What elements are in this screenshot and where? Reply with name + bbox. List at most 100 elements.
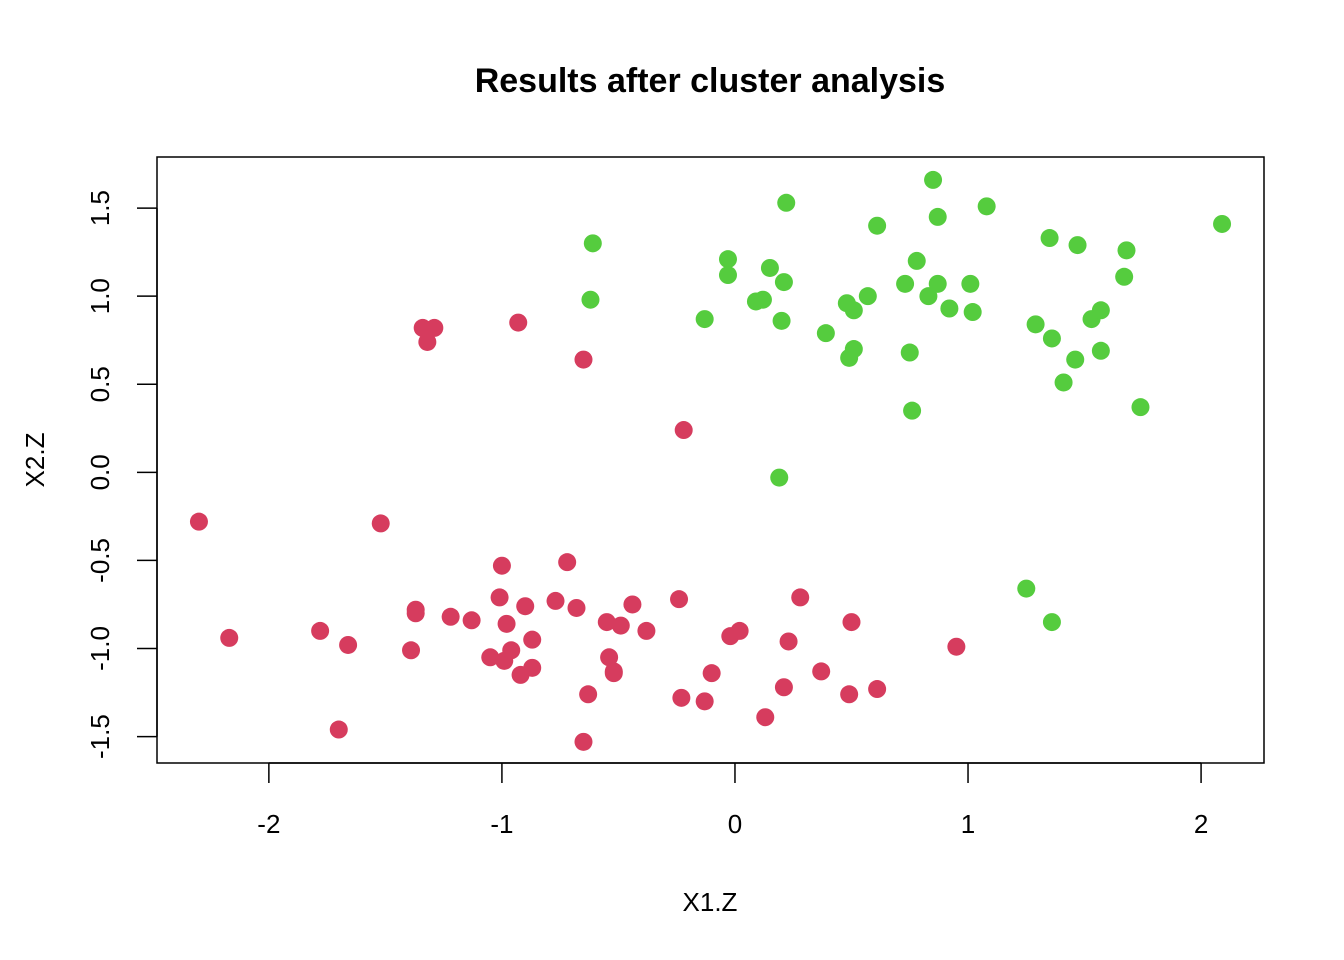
data-point-cluster-1 bbox=[611, 616, 630, 635]
data-point-cluster-1 bbox=[490, 588, 509, 607]
data-point-cluster-1 bbox=[546, 591, 565, 610]
data-point-cluster-1 bbox=[425, 318, 444, 337]
data-point-cluster-1 bbox=[868, 680, 887, 699]
data-point-cluster-2 bbox=[770, 468, 789, 487]
data-point-cluster-1 bbox=[402, 641, 421, 660]
data-point-cluster-1 bbox=[481, 648, 500, 667]
y-tick-label: 1.0 bbox=[85, 278, 115, 314]
data-point-cluster-1 bbox=[672, 688, 691, 707]
y-axis: -1.5 -1.0 -0.5 0.0 0.5 1.0 1.5 bbox=[85, 190, 158, 759]
data-point-cluster-2 bbox=[753, 290, 772, 309]
x-tick-label: 2 bbox=[1194, 809, 1208, 839]
data-point-cluster-1 bbox=[406, 604, 425, 623]
data-point-cluster-2 bbox=[1042, 613, 1061, 632]
y-tick-label: -1.0 bbox=[85, 626, 115, 671]
data-point-cluster-1 bbox=[502, 641, 521, 660]
data-point-cluster-2 bbox=[963, 303, 982, 322]
data-point-cluster-1 bbox=[371, 514, 390, 533]
data-point-cluster-1 bbox=[637, 621, 656, 640]
data-point-cluster-2 bbox=[1040, 229, 1059, 248]
y-axis-label: X2.Z bbox=[20, 432, 50, 487]
y-tick-label: 0.5 bbox=[85, 366, 115, 402]
data-point-cluster-2 bbox=[1054, 373, 1073, 392]
data-point-cluster-2 bbox=[1091, 341, 1110, 360]
data-point-cluster-2 bbox=[907, 251, 926, 270]
data-point-cluster-2 bbox=[844, 340, 863, 359]
data-point-cluster-1 bbox=[812, 662, 831, 681]
x-tick-label: 1 bbox=[961, 809, 975, 839]
data-point-cluster-1 bbox=[574, 350, 593, 369]
data-point-cluster-1 bbox=[623, 595, 642, 614]
data-point-cluster-2 bbox=[903, 401, 922, 420]
x-tick-label: -1 bbox=[490, 809, 513, 839]
data-point-cluster-1 bbox=[791, 588, 810, 607]
data-point-cluster-2 bbox=[900, 343, 919, 362]
data-point-cluster-2 bbox=[896, 274, 915, 293]
data-points bbox=[189, 170, 1232, 751]
data-point-cluster-1 bbox=[597, 613, 616, 632]
data-point-cluster-1 bbox=[947, 637, 966, 656]
data-point-cluster-2 bbox=[940, 299, 959, 318]
data-point-cluster-2 bbox=[928, 207, 947, 226]
data-point-cluster-1 bbox=[695, 692, 714, 711]
data-point-cluster-1 bbox=[311, 621, 330, 640]
data-point-cluster-1 bbox=[600, 648, 619, 667]
data-point-cluster-1 bbox=[516, 597, 535, 616]
data-point-cluster-2 bbox=[816, 324, 835, 343]
data-point-cluster-2 bbox=[1131, 398, 1150, 417]
data-point-cluster-2 bbox=[1115, 267, 1134, 286]
data-point-cluster-1 bbox=[462, 611, 481, 630]
data-point-cluster-1 bbox=[674, 421, 693, 440]
y-tick-label: 0.0 bbox=[85, 454, 115, 490]
data-point-cluster-2 bbox=[1213, 214, 1232, 233]
data-point-cluster-1 bbox=[702, 664, 721, 683]
x-tick-label: 0 bbox=[728, 809, 742, 839]
data-point-cluster-1 bbox=[579, 685, 598, 704]
data-point-cluster-2 bbox=[928, 274, 947, 293]
data-point-cluster-2 bbox=[581, 290, 600, 309]
data-point-cluster-2 bbox=[1091, 301, 1110, 320]
data-point-cluster-1 bbox=[670, 590, 689, 609]
x-axis: -2 -1 0 1 2 bbox=[257, 762, 1208, 839]
data-point-cluster-2 bbox=[760, 258, 779, 277]
data-point-cluster-2 bbox=[1068, 236, 1087, 255]
data-point-cluster-2 bbox=[924, 170, 943, 189]
data-point-cluster-1 bbox=[220, 628, 239, 647]
data-point-cluster-2 bbox=[695, 310, 714, 329]
data-point-cluster-1 bbox=[779, 632, 798, 651]
y-tick-label: 1.5 bbox=[85, 190, 115, 226]
data-point-cluster-2 bbox=[777, 193, 796, 212]
data-point-cluster-1 bbox=[774, 678, 793, 697]
data-point-cluster-2 bbox=[858, 287, 877, 306]
x-tick-label: -2 bbox=[257, 809, 280, 839]
y-tick-label: -1.5 bbox=[85, 714, 115, 759]
data-point-cluster-2 bbox=[1117, 241, 1136, 260]
data-point-cluster-2 bbox=[961, 274, 980, 293]
chart-title: Results after cluster analysis bbox=[475, 62, 946, 100]
data-point-cluster-2 bbox=[868, 216, 887, 235]
data-point-cluster-2 bbox=[718, 250, 737, 269]
data-point-cluster-1 bbox=[441, 607, 460, 626]
data-point-cluster-1 bbox=[574, 732, 593, 751]
data-point-cluster-1 bbox=[840, 685, 859, 704]
data-point-cluster-1 bbox=[497, 614, 516, 633]
y-tick-label: -0.5 bbox=[85, 538, 115, 583]
data-point-cluster-1 bbox=[604, 664, 623, 683]
data-point-cluster-2 bbox=[1026, 315, 1045, 334]
data-point-cluster-2 bbox=[774, 273, 793, 292]
data-point-cluster-2 bbox=[1042, 329, 1061, 348]
data-point-cluster-1 bbox=[523, 658, 542, 677]
data-point-cluster-1 bbox=[523, 630, 542, 649]
data-point-cluster-1 bbox=[492, 556, 511, 575]
data-point-cluster-2 bbox=[919, 287, 938, 306]
data-point-cluster-1 bbox=[339, 635, 358, 654]
data-point-cluster-2 bbox=[583, 234, 602, 253]
x-axis-label: X1.Z bbox=[683, 887, 738, 917]
data-point-cluster-1 bbox=[189, 512, 208, 531]
data-point-cluster-1 bbox=[418, 332, 437, 351]
data-point-cluster-2 bbox=[1017, 579, 1036, 598]
data-point-cluster-1 bbox=[509, 313, 528, 332]
data-point-cluster-2 bbox=[1066, 350, 1085, 369]
data-point-cluster-1 bbox=[558, 553, 577, 572]
